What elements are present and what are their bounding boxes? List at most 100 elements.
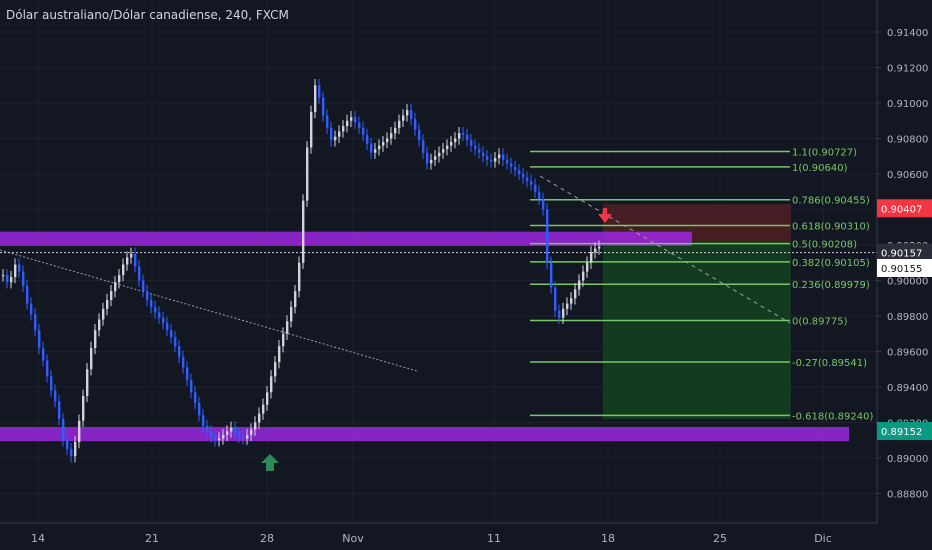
candle-body	[598, 246, 601, 249]
candle-body	[462, 133, 465, 135]
candle-body	[54, 390, 57, 402]
fib-level-label: -0.27(0.89541)	[792, 358, 867, 369]
candle-body	[502, 154, 505, 160]
y-tick-label: 0.89800	[887, 312, 928, 323]
price-badge-label: 0.90157	[881, 249, 922, 260]
candle-body	[442, 149, 445, 153]
y-tick-label: 0.88800	[887, 490, 928, 501]
candle-body	[398, 120, 401, 128]
candle-body	[282, 333, 285, 347]
fib-level-label: 0.786(0.90455)	[792, 196, 870, 207]
candle-body	[110, 291, 113, 301]
sell-arrow-head	[598, 214, 612, 223]
candle-body	[190, 379, 193, 393]
candle-body	[566, 303, 569, 309]
candle-body	[330, 127, 333, 141]
projection-trendline[interactable]	[539, 175, 791, 324]
price-badge-background	[877, 422, 932, 441]
candle-body	[406, 110, 409, 116]
candle-body	[102, 308, 105, 320]
candle-body	[430, 159, 433, 164]
price-badge: 0.89152	[877, 422, 932, 441]
candle-body	[38, 330, 41, 348]
candle-body	[286, 321, 289, 334]
sell-arrow-shaft	[603, 208, 607, 216]
y-tick-label: 0.90800	[887, 135, 928, 146]
candle-body	[374, 149, 377, 153]
candle-body	[266, 392, 269, 405]
candle-body	[522, 174, 525, 178]
candle-body	[194, 392, 197, 403]
candle-body	[234, 427, 237, 434]
candle-body	[514, 166, 517, 171]
candle-body	[482, 152, 485, 157]
candle-body	[322, 97, 325, 116]
candle-body	[42, 347, 45, 361]
candle-body	[354, 117, 357, 123]
candle-body	[2, 275, 5, 277]
trendlines[interactable]	[0, 175, 877, 372]
candle-body	[418, 129, 421, 141]
candle-body	[214, 436, 217, 441]
support-zone[interactable]	[0, 426, 849, 442]
candle-body	[126, 257, 129, 265]
fib-level-label: 0.618(0.90310)	[792, 221, 870, 232]
candle-body	[534, 184, 537, 192]
fib-level-label: 1.1(0.90727)	[792, 147, 857, 158]
candle-body	[450, 142, 453, 146]
candle-body	[218, 438, 221, 441]
fibonacci-levels[interactable]: 1.1(0.90727) 1(0.90640) 0.786(0.90455) 0.61…	[530, 147, 873, 422]
candle-body	[490, 159, 493, 162]
candle-body	[526, 177, 529, 182]
candle-body	[162, 317, 165, 324]
candle-body	[274, 362, 277, 377]
price-badge-label: 0.90155	[881, 264, 922, 275]
candle-body	[310, 111, 313, 148]
descending-trendline[interactable]	[0, 249, 418, 372]
candle-body	[174, 337, 177, 347]
candle-body	[58, 401, 61, 419]
buy-arrow-head	[261, 454, 279, 463]
candle-body	[306, 147, 309, 201]
candle-body	[230, 427, 233, 432]
price-badge: 0.90407	[877, 199, 932, 218]
candle-body	[434, 156, 437, 160]
candle-body	[134, 253, 137, 267]
buy-arrow-icon	[261, 454, 279, 471]
candle-body	[294, 291, 297, 308]
candle-body	[130, 253, 133, 258]
candle-body	[86, 369, 89, 396]
candle-body	[510, 163, 513, 167]
candle-body	[10, 276, 13, 283]
candle-body	[182, 356, 185, 368]
candle-body	[178, 346, 181, 357]
y-tick-label: 0.89000	[887, 454, 928, 465]
price-badge-background	[877, 258, 932, 277]
candle-body	[106, 300, 109, 309]
candle-body	[142, 280, 145, 292]
candle-body	[558, 310, 561, 318]
fib-level-label: 1(0.90640)	[792, 163, 848, 174]
price-badge-background	[877, 243, 932, 262]
candle-body	[446, 145, 449, 150]
candle-body	[350, 117, 353, 121]
price-badge-background	[877, 199, 932, 218]
candle-body	[254, 422, 257, 430]
candle-body	[270, 376, 273, 393]
resistance-zone[interactable]	[0, 231, 692, 246]
y-tick-label: 0.91200	[887, 64, 928, 75]
candle-body	[382, 142, 385, 146]
price-badge: 0.90155	[877, 258, 932, 277]
candle-body	[170, 330, 173, 338]
candle-body	[586, 262, 589, 272]
candle-body	[98, 319, 101, 331]
candle-body	[518, 170, 521, 174]
candle-body	[582, 271, 585, 281]
candle-body	[246, 434, 249, 439]
candle-body	[70, 449, 73, 457]
candle-body	[138, 266, 141, 281]
candle-body	[378, 145, 381, 150]
candle-body	[494, 158, 497, 162]
candle-body	[342, 126, 345, 132]
